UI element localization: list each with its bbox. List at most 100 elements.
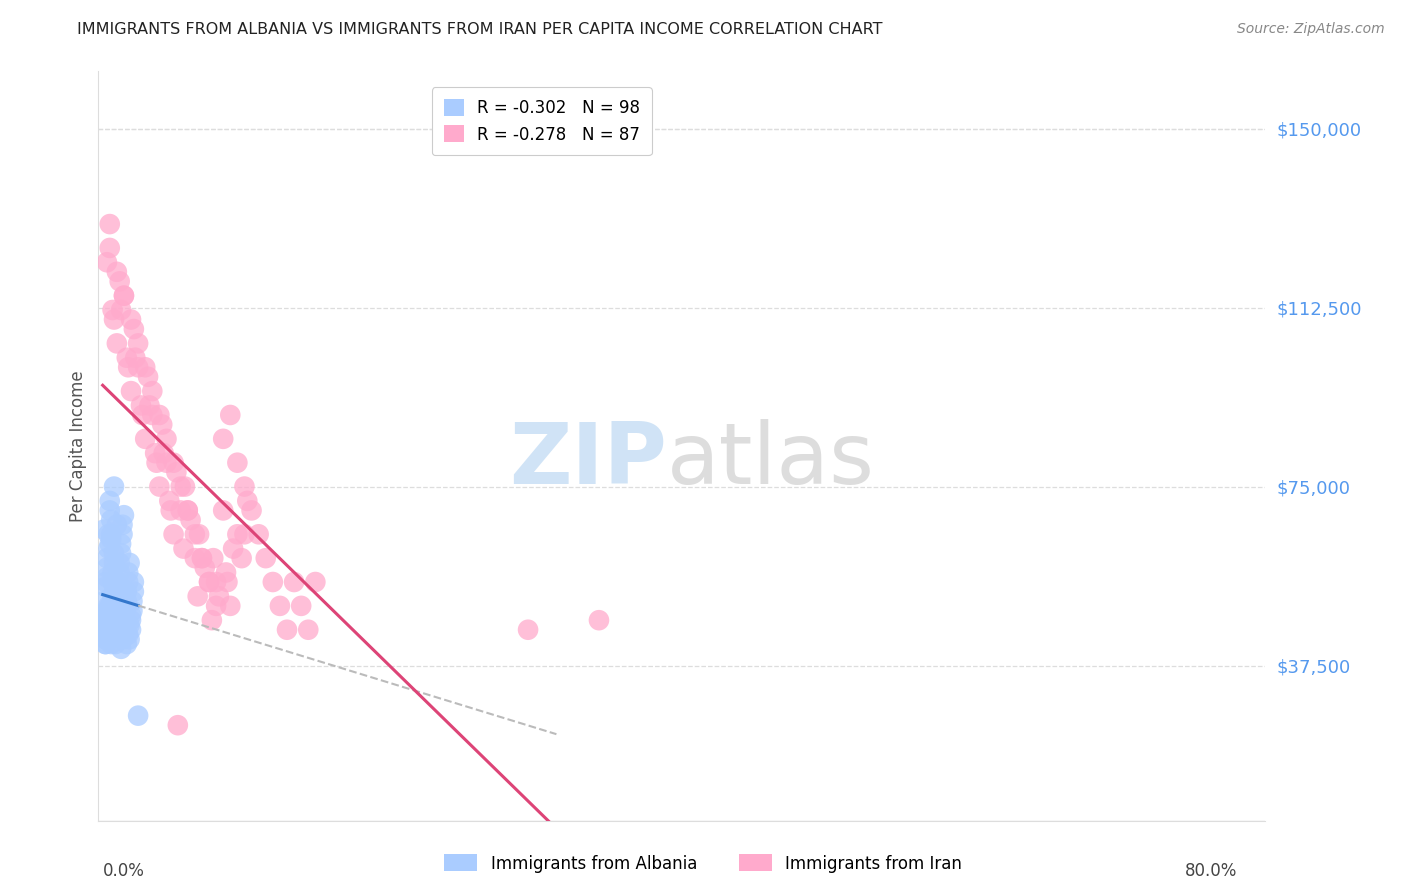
Point <box>94 580 117 594</box>
Text: ZIP: ZIP <box>509 419 666 502</box>
Point <box>191 551 214 566</box>
Point <box>96 551 118 566</box>
Point <box>134 360 156 375</box>
Point <box>101 566 124 580</box>
Point <box>155 456 177 470</box>
Point <box>120 613 142 627</box>
Point <box>141 408 163 422</box>
Point <box>212 503 235 517</box>
Point <box>129 399 152 413</box>
Legend: Immigrants from Albania, Immigrants from Iran: Immigrants from Albania, Immigrants from… <box>437 847 969 880</box>
Point <box>162 456 184 470</box>
Point <box>104 623 127 637</box>
Point <box>112 288 135 302</box>
Point <box>143 446 166 460</box>
Point <box>111 632 134 647</box>
Point <box>107 574 129 589</box>
Point <box>97 613 120 627</box>
Point <box>148 408 170 422</box>
Point <box>100 637 122 651</box>
Point <box>120 608 142 623</box>
Point <box>115 594 138 608</box>
Point <box>115 637 138 651</box>
Point <box>94 632 117 647</box>
Point <box>188 527 211 541</box>
Point <box>96 623 118 637</box>
Point <box>120 623 142 637</box>
Point <box>103 312 125 326</box>
Point <box>94 574 117 589</box>
Point <box>194 560 217 574</box>
Point <box>93 618 115 632</box>
Point <box>96 604 118 618</box>
Point <box>96 560 118 574</box>
Point <box>115 584 138 599</box>
Point <box>122 574 145 589</box>
Point <box>131 408 153 422</box>
Point <box>198 574 221 589</box>
Point <box>157 494 180 508</box>
Point <box>254 551 277 566</box>
Point <box>107 584 129 599</box>
Point <box>588 613 610 627</box>
Point <box>219 599 242 613</box>
Point <box>98 494 121 508</box>
Point <box>96 627 118 641</box>
Point <box>101 594 124 608</box>
Point <box>191 551 214 566</box>
Point <box>124 351 146 365</box>
Point <box>212 432 235 446</box>
Point <box>117 627 139 641</box>
Point <box>94 608 117 623</box>
Point <box>177 503 200 517</box>
Point <box>111 517 134 532</box>
Point <box>108 608 131 623</box>
Point <box>105 517 128 532</box>
Point <box>93 523 115 537</box>
Point <box>240 503 263 517</box>
Point <box>297 623 319 637</box>
Point <box>98 537 121 551</box>
Point <box>103 584 125 599</box>
Point <box>104 637 127 651</box>
Point <box>97 527 120 541</box>
Point <box>101 590 124 604</box>
Point <box>104 613 127 627</box>
Point <box>201 613 224 627</box>
Point <box>111 527 134 541</box>
Point <box>127 336 149 351</box>
Point <box>219 408 242 422</box>
Point <box>162 527 184 541</box>
Point <box>247 527 270 541</box>
Point <box>105 336 128 351</box>
Point <box>122 584 145 599</box>
Point <box>276 623 298 637</box>
Point <box>184 551 207 566</box>
Point <box>98 217 121 231</box>
Point <box>222 541 245 556</box>
Point <box>127 360 149 375</box>
Point <box>112 508 135 523</box>
Point <box>262 574 284 589</box>
Point <box>226 456 249 470</box>
Point <box>96 570 118 584</box>
Point <box>110 537 132 551</box>
Point <box>108 556 131 570</box>
Point <box>96 255 118 269</box>
Point <box>103 546 125 560</box>
Point <box>150 417 173 432</box>
Point <box>231 551 253 566</box>
Point <box>138 399 160 413</box>
Point <box>118 632 141 647</box>
Point <box>96 632 118 647</box>
Point <box>198 574 221 589</box>
Point <box>101 627 124 641</box>
Point <box>94 608 117 623</box>
Point <box>98 599 121 613</box>
Point <box>103 479 125 493</box>
Point <box>108 274 131 288</box>
Point <box>202 551 225 566</box>
Point <box>101 594 124 608</box>
Point <box>96 627 118 641</box>
Point <box>94 637 117 651</box>
